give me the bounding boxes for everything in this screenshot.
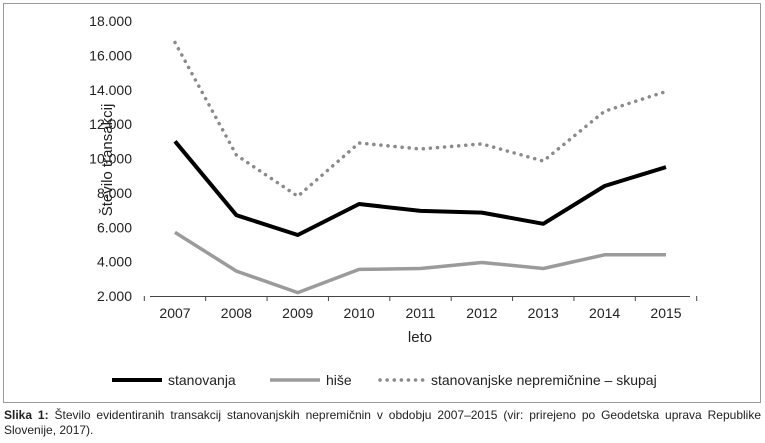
series-line-0	[173, 140, 667, 237]
y-tick-label: 16.000	[89, 47, 132, 63]
y-tick-label: 2.000	[97, 288, 132, 304]
line-chart: 2.000 4.000 6.000 8.000 10.000 12.000 14.000 16…	[89, 13, 698, 388]
x-tick-label: 2012	[466, 305, 497, 321]
series-line-2	[173, 40, 668, 199]
x-tick-label: 2013	[528, 305, 559, 321]
y-tick-label: 10.000	[89, 151, 132, 167]
y-tick-label: 6.000	[97, 219, 132, 235]
legend-label-0: stanovanja	[168, 372, 236, 388]
y-tick-label: 8.000	[97, 185, 132, 201]
y-axis-ticks: 2.000 4.000 6.000 8.000 10.000 12.000 14.000 16…	[89, 13, 132, 304]
x-tick-label: 2014	[589, 305, 620, 321]
y-tick-label: 18.000	[89, 13, 132, 29]
y-tick-label: 12.000	[89, 116, 132, 132]
x-axis: 2007 2008 2009 2010 2011 2012 2013 2014 2015	[143, 296, 698, 321]
y-tick-label: 4.000	[97, 254, 132, 270]
x-tick-label: 2015	[650, 305, 681, 321]
series-line-1	[174, 230, 666, 295]
x-axis-label: leto	[408, 329, 432, 346]
y-axis-label: Število transakcij	[99, 104, 116, 217]
caption-text: Število evidentiranih transakcij stanova…	[4, 408, 762, 437]
x-tick-label: 2008	[221, 305, 252, 321]
series-lines	[173, 40, 668, 295]
legend-label-1: hiše	[326, 372, 352, 388]
x-tick-label: 2010	[344, 305, 375, 321]
legend-label-2: stanovanjske nepremičnine – skupaj	[431, 372, 657, 388]
caption-label: Slika 1:	[4, 408, 49, 422]
figure-caption: Slika 1: Število evidentiranih transakci…	[4, 408, 761, 438]
legend: stanovanja hiše stanovanjske nepremičnine …	[112, 372, 657, 388]
x-tick-label: 2011	[405, 305, 435, 321]
x-tick-label: 2007	[159, 305, 190, 321]
x-tick-label: 2009	[282, 305, 313, 321]
figure-frame	[3, 3, 761, 403]
y-tick-label: 14.000	[89, 82, 132, 98]
